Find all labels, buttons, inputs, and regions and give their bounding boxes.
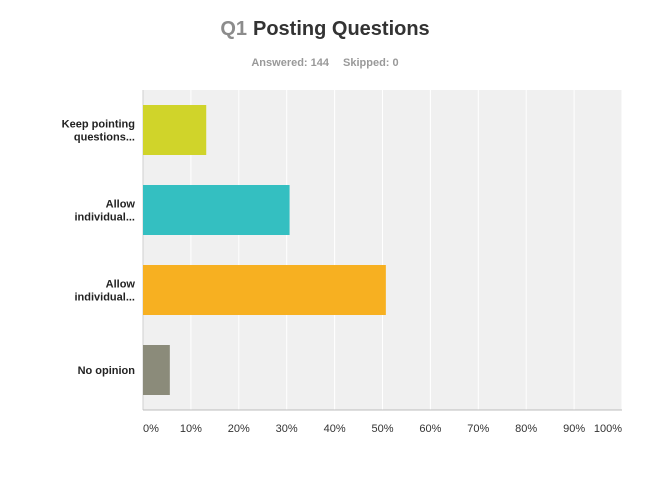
question-number: Q1: [220, 18, 247, 40]
x-tick-label: 60%: [419, 423, 441, 435]
category-label: No opinion: [78, 365, 136, 377]
answered-count: Answered: 144: [251, 57, 330, 69]
x-tick-label: 90%: [563, 423, 585, 435]
x-tick-label: 100%: [594, 423, 622, 435]
x-tick-label: 80%: [515, 423, 537, 435]
x-tick-label: 50%: [371, 423, 393, 435]
question-title: Posting Questions: [253, 18, 430, 40]
skipped-count: Skipped: 0: [343, 57, 399, 69]
x-tick-label: 40%: [324, 423, 346, 435]
x-tick-label: 30%: [276, 423, 298, 435]
bar-1[interactable]: [143, 105, 207, 155]
category-label: questions...: [74, 132, 135, 144]
bar-2[interactable]: [143, 185, 290, 235]
bar-3[interactable]: [143, 265, 386, 315]
category-label: Keep pointing: [62, 119, 135, 131]
category-label: Allow: [106, 279, 136, 291]
x-tick-label: 70%: [467, 423, 489, 435]
x-tick-label: 0%: [143, 423, 159, 435]
response-summary: Answered: 144 Skipped: 0: [0, 57, 650, 69]
x-tick-label: 20%: [228, 423, 250, 435]
category-label: Allow: [106, 199, 136, 211]
chart-title: Q1 Posting Questions: [0, 18, 650, 41]
category-label: individual...: [74, 292, 135, 304]
bar-4[interactable]: [143, 345, 170, 395]
category-label: individual...: [74, 212, 135, 224]
x-tick-label: 10%: [180, 423, 202, 435]
